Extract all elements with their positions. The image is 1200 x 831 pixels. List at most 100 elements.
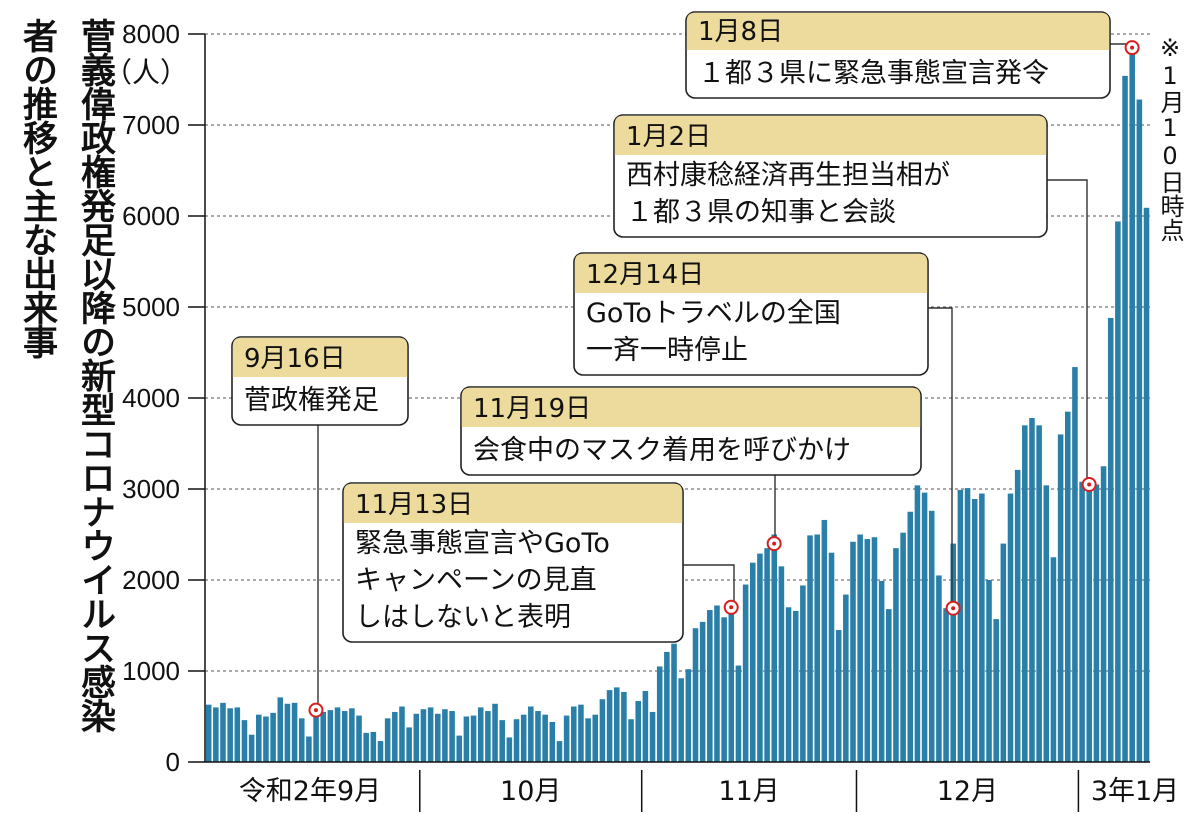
bar bbox=[921, 492, 928, 762]
y-tick-label: 1000 bbox=[122, 656, 180, 686]
bar bbox=[936, 575, 942, 762]
bar bbox=[907, 511, 914, 762]
bar bbox=[356, 715, 362, 762]
bar bbox=[771, 534, 778, 762]
x-month-label: 11月 bbox=[718, 776, 779, 807]
y-tick-label: 5000 bbox=[122, 292, 180, 322]
chart-title-line1: 菅義偉政権発足以降の新型コロナウイルス感染 bbox=[75, 18, 115, 732]
bar bbox=[735, 665, 742, 762]
bar bbox=[1086, 489, 1093, 762]
bar bbox=[893, 548, 899, 762]
bar bbox=[664, 651, 670, 762]
bar bbox=[535, 711, 541, 762]
bar bbox=[1122, 75, 1128, 763]
x-month-label: 令和2年9月 bbox=[239, 776, 381, 807]
bar bbox=[320, 711, 327, 762]
bar bbox=[900, 532, 906, 762]
bar bbox=[613, 687, 620, 762]
bar bbox=[1136, 99, 1143, 762]
bar bbox=[699, 621, 706, 762]
callout-text: しはしないと表明 bbox=[355, 602, 571, 633]
bar bbox=[993, 619, 999, 762]
bar bbox=[606, 690, 613, 762]
y-tick-label: 3000 bbox=[122, 474, 180, 504]
y-tick-label: 0 bbox=[166, 747, 180, 777]
x-axis: 令和2年9月 10月 11月 12月 3年1月 bbox=[205, 761, 1179, 812]
bar bbox=[979, 493, 985, 762]
bar bbox=[227, 708, 233, 762]
bar bbox=[1072, 367, 1078, 762]
bar bbox=[1007, 493, 1014, 762]
bar bbox=[220, 702, 226, 762]
data-as-of-note: ※1月10日時点 bbox=[1156, 34, 1184, 242]
bar bbox=[442, 709, 448, 762]
bar bbox=[248, 734, 255, 762]
bar bbox=[1000, 543, 1007, 762]
bar bbox=[499, 720, 505, 762]
bar bbox=[306, 736, 312, 762]
bar bbox=[377, 741, 384, 762]
callout-leader bbox=[1047, 179, 1088, 485]
event-marker-dot bbox=[313, 708, 318, 713]
bar bbox=[1079, 481, 1085, 762]
bar bbox=[284, 703, 291, 762]
bar bbox=[621, 691, 627, 762]
x-month-label: 3年1月 bbox=[1091, 776, 1179, 807]
event-marker-dot bbox=[772, 541, 777, 546]
callout-text: 一斉一時停止 bbox=[586, 335, 748, 366]
bar bbox=[850, 541, 856, 762]
bar bbox=[764, 548, 770, 762]
callout-header bbox=[614, 115, 1047, 155]
bar bbox=[957, 489, 964, 762]
x-month-label: 10月 bbox=[500, 776, 561, 807]
bar bbox=[571, 706, 577, 762]
event-marker-dot bbox=[1130, 45, 1135, 50]
bar bbox=[843, 594, 849, 762]
bar bbox=[334, 707, 341, 762]
bar bbox=[1029, 418, 1035, 762]
bar bbox=[943, 608, 949, 762]
bar bbox=[685, 669, 692, 762]
bar bbox=[914, 485, 921, 762]
bar bbox=[463, 716, 470, 762]
bar bbox=[1064, 411, 1071, 762]
callout-text: １都３県の知事と会談 bbox=[626, 197, 896, 228]
bar bbox=[886, 609, 892, 762]
bar bbox=[205, 704, 212, 762]
bar bbox=[420, 709, 427, 762]
bar bbox=[692, 628, 699, 762]
bar bbox=[821, 519, 828, 762]
bar bbox=[563, 715, 570, 762]
x-month-label: 12月 bbox=[937, 776, 998, 807]
bar bbox=[363, 732, 369, 762]
bar-series bbox=[205, 47, 1150, 763]
bar bbox=[807, 535, 813, 762]
bar bbox=[578, 704, 584, 762]
bar bbox=[349, 708, 355, 762]
bar bbox=[406, 727, 412, 762]
bar bbox=[986, 580, 992, 762]
bar bbox=[1036, 425, 1042, 762]
bar bbox=[757, 553, 763, 762]
bar bbox=[714, 605, 720, 762]
bar bbox=[277, 697, 284, 762]
bar bbox=[878, 580, 885, 762]
bar bbox=[1014, 469, 1021, 762]
bar bbox=[291, 702, 298, 762]
bar bbox=[671, 643, 677, 762]
bar bbox=[1057, 434, 1064, 762]
bar bbox=[800, 585, 806, 762]
y-axis-label: （人） bbox=[104, 56, 188, 89]
callout-leader bbox=[928, 307, 953, 609]
bar bbox=[241, 720, 248, 762]
bar bbox=[964, 488, 971, 762]
bar bbox=[434, 713, 441, 762]
bar bbox=[678, 678, 684, 762]
callout-text: キャンペーンの見直 bbox=[355, 565, 597, 596]
bar bbox=[485, 711, 491, 762]
bar bbox=[728, 607, 735, 762]
bar bbox=[256, 714, 262, 762]
y-tick-label: 2000 bbox=[122, 565, 180, 595]
bar bbox=[1093, 484, 1100, 762]
